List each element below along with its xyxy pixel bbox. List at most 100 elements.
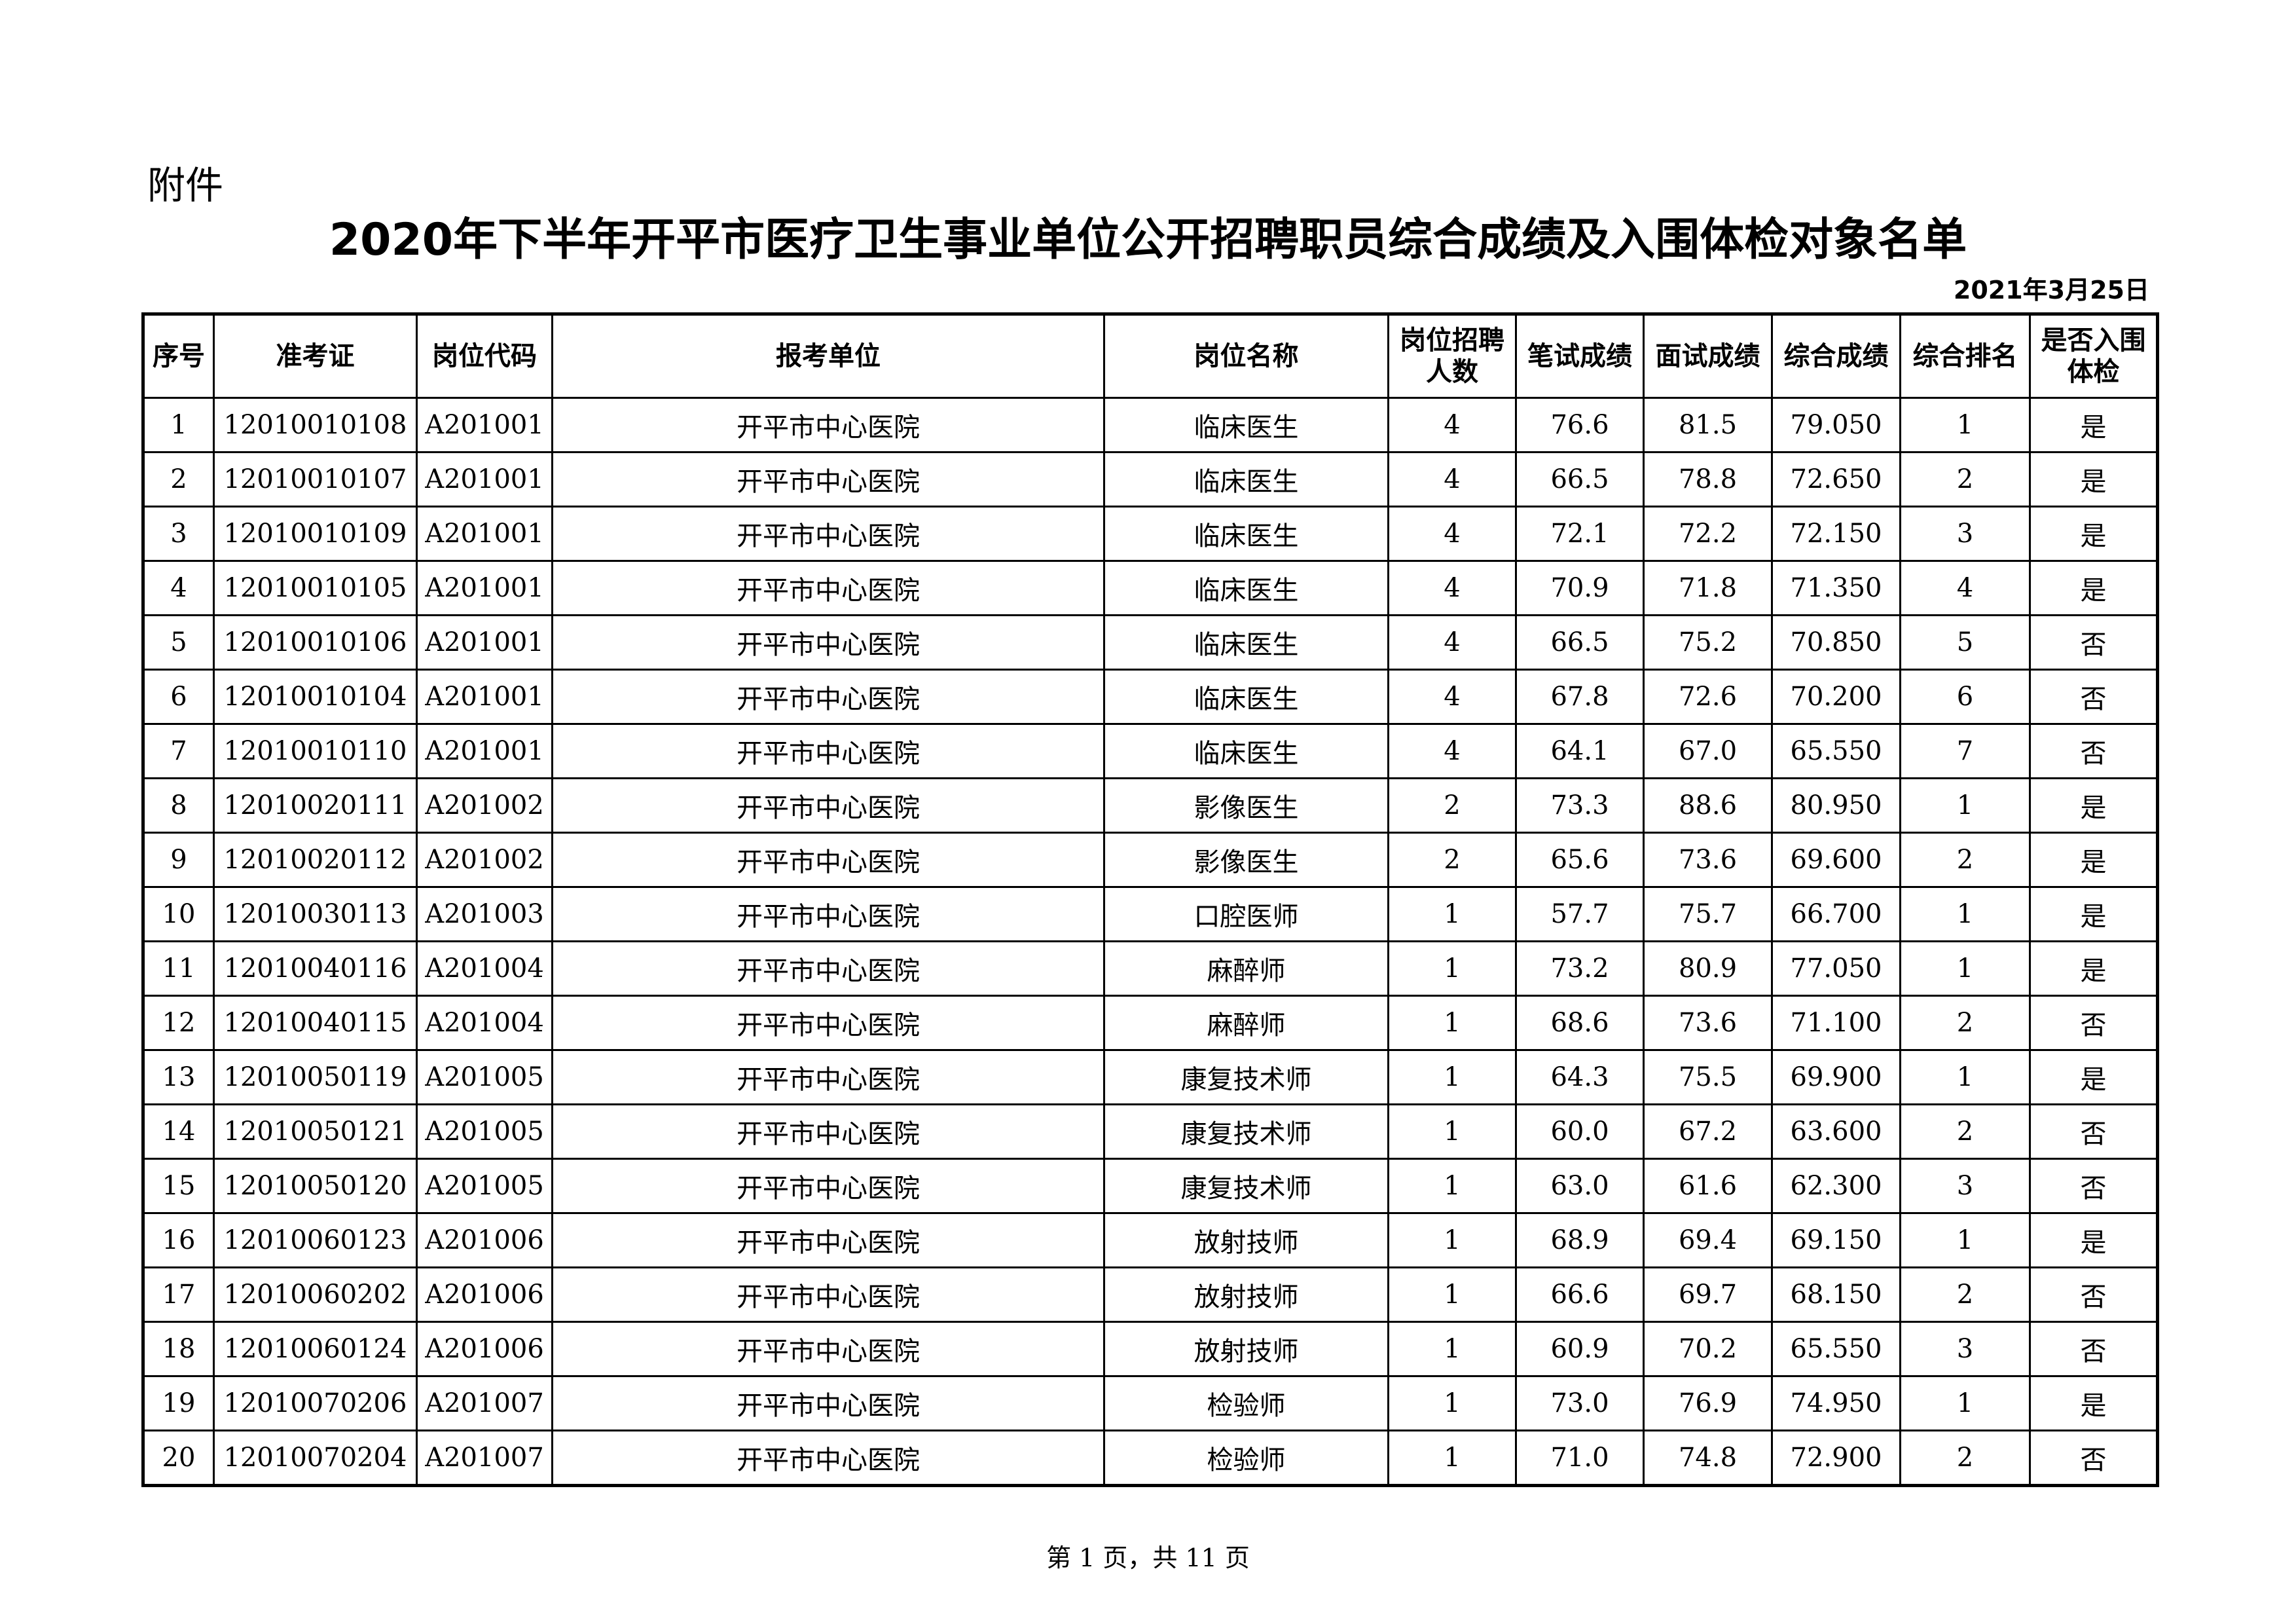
cell-interview-score: 74.8	[1643, 1430, 1773, 1486]
cell-quota: 1	[1387, 1103, 1517, 1160]
cell-unit: 开平市中心医院	[551, 451, 1105, 507]
cell-quota: 1	[1387, 995, 1517, 1051]
cell-written-score: 65.6	[1515, 832, 1645, 888]
table-row: 6 12010010104 A201001 开平市中心医院 临床医生 4 67.8 72.6 7…	[142, 669, 2159, 725]
cell-interview-score: 70.2	[1643, 1321, 1773, 1377]
cell-total-score: 66.700	[1771, 886, 1901, 942]
cell-position-code: A201001	[416, 506, 553, 562]
cell-physical-exam: 否	[2029, 1430, 2159, 1486]
cell-quota: 1	[1387, 1430, 1517, 1486]
table-row: 13 12010050119 A201005 开平市中心医院 康复技术师 1 64.3 75.…	[142, 1049, 2159, 1105]
table-row: 8 12010020111 A201002 开平市中心医院 影像医生 2 73.3 88.6 8…	[142, 777, 2159, 834]
cell-interview-score: 69.7	[1643, 1266, 1773, 1323]
cell-ticket-number: 12010060202	[213, 1266, 418, 1323]
cell-physical-exam: 是	[2029, 506, 2159, 562]
cell-total-score: 71.350	[1771, 560, 1901, 616]
cell-physical-exam: 是	[2029, 397, 2159, 453]
table-row: 9 12010020112 A201002 开平市中心医院 影像医生 2 65.6 73.6 6…	[142, 832, 2159, 888]
cell-physical-exam: 否	[2029, 669, 2159, 725]
cell-written-score: 66.5	[1515, 614, 1645, 671]
cell-ticket-number: 12010050121	[213, 1103, 418, 1160]
cell-rank: 3	[1899, 506, 2031, 562]
cell-interview-score: 75.2	[1643, 614, 1773, 671]
table-row: 15 12010050120 A201005 开平市中心医院 康复技术师 1 63.0 61.…	[142, 1158, 2159, 1214]
cell-total-score: 70.850	[1771, 614, 1901, 671]
cell-unit: 开平市中心医院	[551, 832, 1105, 888]
table-row: 4 12010010105 A201001 开平市中心医院 临床医生 4 70.9 71.8 7…	[142, 560, 2159, 616]
cell-written-score: 63.0	[1515, 1158, 1645, 1214]
cell-position-code: A201004	[416, 995, 553, 1051]
cell-written-score: 64.1	[1515, 723, 1645, 779]
cell-written-score: 72.1	[1515, 506, 1645, 562]
cell-rank: 1	[1899, 886, 2031, 942]
document-date: 2021年3月25日	[1953, 276, 2149, 304]
cell-total-score: 70.200	[1771, 669, 1901, 725]
cell-physical-exam: 否	[2029, 995, 2159, 1051]
cell-interview-score: 72.6	[1643, 669, 1773, 725]
cell-position-name: 检验师	[1103, 1430, 1389, 1486]
cell-written-score: 71.0	[1515, 1430, 1645, 1486]
cell-quota: 4	[1387, 614, 1517, 671]
cell-position-code: A201002	[416, 777, 553, 834]
cell-physical-exam: 否	[2029, 1321, 2159, 1377]
cell-total-score: 68.150	[1771, 1266, 1901, 1323]
page-footer: 第 1 页，共 11 页	[1046, 1543, 1250, 1572]
table-row: 12 12010040115 A201004 开平市中心医院 麻醉师 1 68.6 73.6 7…	[142, 995, 2159, 1051]
cell-interview-score: 72.2	[1643, 506, 1773, 562]
cell-interview-score: 76.9	[1643, 1375, 1773, 1431]
cell-seq: 2	[142, 451, 215, 507]
header-position-code: 岗位代码	[416, 313, 553, 399]
cell-written-score: 60.9	[1515, 1321, 1645, 1377]
cell-rank: 5	[1899, 614, 2031, 671]
cell-unit: 开平市中心医院	[551, 1266, 1105, 1323]
table-row: 2 12010010107 A201001 开平市中心医院 临床医生 4 66.5 78.8 7…	[142, 451, 2159, 507]
cell-physical-exam: 否	[2029, 723, 2159, 779]
cell-ticket-number: 12010010106	[213, 614, 418, 671]
cell-quota: 4	[1387, 669, 1517, 725]
results-table: 序号 准考证 岗位代码 报考单位 岗位名称 岗位招聘人数 笔试成绩 面试成绩 综合成绩 综合排名是…	[141, 312, 2159, 1487]
cell-unit: 开平市中心医院	[551, 397, 1105, 453]
cell-rank: 1	[1899, 397, 2031, 453]
cell-seq: 3	[142, 506, 215, 562]
cell-unit: 开平市中心医院	[551, 1212, 1105, 1268]
cell-unit: 开平市中心医院	[551, 614, 1105, 671]
header-position-name: 岗位名称	[1103, 313, 1389, 399]
header-rank: 综合排名	[1899, 313, 2031, 399]
cell-seq: 8	[142, 777, 215, 834]
cell-position-name: 康复技术师	[1103, 1103, 1389, 1160]
cell-seq: 1	[142, 397, 215, 453]
cell-total-score: 80.950	[1771, 777, 1901, 834]
cell-position-code: A201005	[416, 1103, 553, 1160]
cell-position-code: A201001	[416, 397, 553, 453]
cell-unit: 开平市中心医院	[551, 777, 1105, 834]
header-total-score: 综合成绩	[1771, 313, 1901, 399]
cell-position-name: 放射技师	[1103, 1266, 1389, 1323]
cell-ticket-number: 12010060124	[213, 1321, 418, 1377]
header-ticket-number: 准考证	[213, 313, 418, 399]
cell-ticket-number: 12010060123	[213, 1212, 418, 1268]
cell-total-score: 72.650	[1771, 451, 1901, 507]
cell-unit: 开平市中心医院	[551, 1321, 1105, 1377]
cell-position-name: 临床医生	[1103, 506, 1389, 562]
cell-seq: 17	[142, 1266, 215, 1323]
cell-physical-exam: 是	[2029, 451, 2159, 507]
cell-written-score: 68.9	[1515, 1212, 1645, 1268]
header-interview-score: 面试成绩	[1643, 313, 1773, 399]
cell-unit: 开平市中心医院	[551, 995, 1105, 1051]
cell-written-score: 66.6	[1515, 1266, 1645, 1323]
cell-physical-exam: 是	[2029, 560, 2159, 616]
cell-unit: 开平市中心医院	[551, 1103, 1105, 1160]
cell-seq: 19	[142, 1375, 215, 1431]
cell-unit: 开平市中心医院	[551, 886, 1105, 942]
cell-quota: 1	[1387, 1158, 1517, 1214]
cell-interview-score: 61.6	[1643, 1158, 1773, 1214]
table-row: 20 12010070204 A201007 开平市中心医院 检验师 1 71.0 74.8 7…	[142, 1430, 2159, 1486]
cell-quota: 1	[1387, 940, 1517, 997]
cell-position-code: A201001	[416, 669, 553, 725]
cell-position-name: 临床医生	[1103, 560, 1389, 616]
cell-position-code: A201007	[416, 1375, 553, 1431]
cell-quota: 1	[1387, 1049, 1517, 1105]
cell-ticket-number: 12010020111	[213, 777, 418, 834]
cell-position-name: 放射技师	[1103, 1212, 1389, 1268]
cell-unit: 开平市中心医院	[551, 1375, 1105, 1431]
